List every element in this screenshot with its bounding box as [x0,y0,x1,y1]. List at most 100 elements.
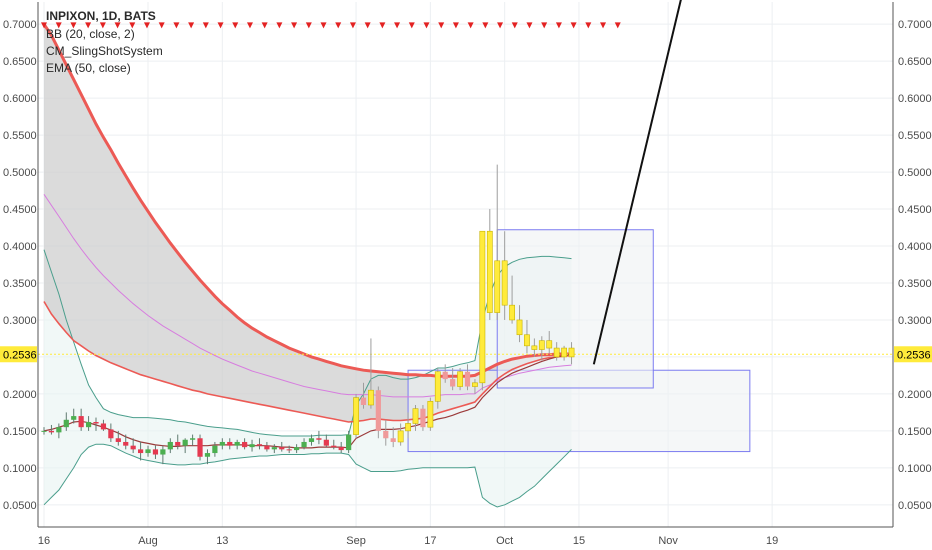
sell-signal-markers [41,22,621,29]
x-tick-label: Aug [138,535,158,547]
sell-marker [541,22,548,29]
candle-body [434,371,441,402]
candle-body [167,441,173,450]
y-tick-label-left: 0.1000 [3,463,37,475]
range-box [496,229,654,389]
candle-body [412,408,419,424]
legend-ema: EMA (50, close) [46,61,131,75]
sell-marker [158,22,165,29]
slingshot-fast-line [43,301,572,423]
sell-marker [423,22,430,29]
slingshot-fill [44,24,572,422]
candle-body [442,371,448,380]
candle-body [63,419,69,428]
candle-body [531,345,538,350]
candle-body [397,430,404,443]
candle-body [494,260,501,313]
sell-marker [585,22,592,29]
y-tick-label-right: 0.4000 [898,241,932,253]
candle-body [546,340,553,349]
candle-body [538,340,545,350]
candle-body [353,397,359,435]
legend-slingshot: CM_SlingShotSystem [46,44,163,58]
price-tag-left [0,346,37,363]
y-tick-label-right: 0.2000 [898,389,932,401]
candle-body [152,449,159,455]
candle-body [301,441,307,448]
x-tick-label: 19 [766,535,778,547]
sell-marker [511,22,518,29]
sell-marker [41,22,47,29]
candle-body [100,423,107,430]
candle-body [123,441,129,446]
candle-body [234,441,240,446]
sell-marker [143,22,150,29]
y-tick-label-right: 0.1000 [898,463,932,475]
y-tick-label-left: 0.4000 [3,241,37,253]
sell-marker [99,22,106,29]
candle-body [219,441,225,446]
candle-body [48,430,55,433]
candle-body [115,438,121,442]
y-tick-label-left: 0.7000 [3,19,37,31]
candle-body [197,438,203,457]
candle-body [405,423,411,432]
sell-marker [173,22,180,29]
sell-marker [55,22,62,29]
sell-marker [261,22,268,29]
candle-body [479,230,486,384]
candle-body [427,400,434,428]
y-tick-label-right: 0.4500 [898,204,932,216]
candle-body [316,438,322,440]
sell-marker [482,22,489,29]
trend-line[interactable] [592,0,683,365]
sell-marker [614,22,621,29]
candle-body [242,441,248,448]
sell-marker [246,22,253,29]
y-tick-label-right: 0.0500 [898,500,932,512]
y-tick-label-right: 0.6500 [898,56,932,68]
x-tick-label: Oct [496,535,513,547]
candle-body [227,441,233,446]
chart-legend: INPIXON, 1D, BATS BB (20, close, 2) CM_S… [46,9,163,75]
candle-body [190,438,196,440]
trend-line-segment [592,0,682,365]
sell-marker [114,22,121,29]
candle-body [85,422,92,428]
y-tick-label-right: 0.3000 [898,315,932,327]
x-tick-label: 17 [424,535,436,547]
candle-body [108,429,114,439]
bb-lower-line [43,443,572,508]
sell-marker [85,22,92,29]
y-tick-label-left: 0.6500 [3,56,37,68]
sell-marker [452,22,459,29]
candle-body [271,447,277,450]
candle-body [71,416,77,420]
candle-body [368,389,374,406]
candle-body [323,439,329,446]
price-tag-right [894,346,932,363]
slingshot-cloud-fill [44,24,572,422]
sell-marker [497,22,504,29]
candle-body [264,445,270,450]
x-tick-label: 15 [573,535,585,547]
legend-bollinger: BB (20, close, 2) [46,27,135,41]
candle-body [450,379,456,387]
price-tag-right-label: 0.2536 [897,349,931,361]
candle-body [308,438,315,442]
candle-body [338,447,344,451]
candle-body [93,422,99,424]
candle-body [346,434,352,451]
candle-body [56,427,62,433]
candle-body [383,430,389,439]
sell-marker [276,22,283,29]
y-tick-label-left: 0.6000 [3,93,37,105]
candle-body [561,347,567,358]
candlestick-series [41,164,575,465]
candle-body [286,449,292,451]
candle-body [160,449,166,455]
y-tick-label-right: 0.5500 [898,130,932,142]
sell-marker [188,22,195,29]
